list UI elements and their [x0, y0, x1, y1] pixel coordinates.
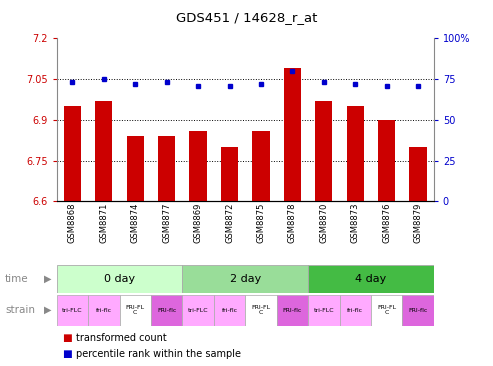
Bar	[378, 120, 395, 201]
Text: 4 day: 4 day	[355, 274, 387, 284]
Text: FRI-FL
C: FRI-FL C	[377, 305, 396, 315]
Text: FRI-FL
C: FRI-FL C	[251, 305, 271, 315]
Bar	[347, 106, 364, 201]
Text: 2 day: 2 day	[230, 274, 261, 284]
Bar	[252, 131, 270, 201]
Bar	[315, 101, 332, 201]
Bar	[88, 295, 119, 326]
Bar	[221, 147, 238, 201]
Text: GDS451 / 14628_r_at: GDS451 / 14628_r_at	[176, 11, 317, 24]
Bar	[284, 68, 301, 201]
Bar	[308, 295, 340, 326]
Bar	[64, 106, 81, 201]
Bar	[371, 295, 402, 326]
Bar	[57, 265, 182, 293]
Text: tri-FLC: tri-FLC	[62, 308, 83, 313]
Bar	[119, 295, 151, 326]
Bar	[340, 295, 371, 326]
Bar	[182, 295, 214, 326]
Bar	[245, 295, 277, 326]
Bar	[95, 101, 112, 201]
Text: ■: ■	[62, 333, 71, 343]
Bar	[189, 131, 207, 201]
Text: FRI-flc: FRI-flc	[157, 308, 176, 313]
Text: ▶: ▶	[44, 305, 52, 315]
Bar	[158, 136, 176, 201]
Text: transformed count: transformed count	[76, 333, 167, 343]
Text: fri-flc: fri-flc	[347, 308, 363, 313]
Bar	[182, 265, 308, 293]
Text: ▶: ▶	[44, 274, 52, 284]
Text: time: time	[5, 274, 29, 284]
Text: fri-flc: fri-flc	[221, 308, 238, 313]
Bar	[402, 295, 434, 326]
Text: strain: strain	[5, 305, 35, 315]
Bar	[57, 295, 88, 326]
Text: FRI-flc: FRI-flc	[282, 308, 302, 313]
Text: fri-flc: fri-flc	[96, 308, 112, 313]
Text: tri-FLC: tri-FLC	[314, 308, 334, 313]
Text: FRI-FL
C: FRI-FL C	[126, 305, 145, 315]
Text: FRI-flc: FRI-flc	[408, 308, 428, 313]
Bar	[308, 265, 434, 293]
Bar	[214, 295, 245, 326]
Bar	[410, 147, 427, 201]
Bar	[151, 295, 182, 326]
Text: percentile rank within the sample: percentile rank within the sample	[76, 349, 242, 359]
Bar	[277, 295, 308, 326]
Text: ■: ■	[62, 349, 71, 359]
Text: 0 day: 0 day	[104, 274, 135, 284]
Text: tri-FLC: tri-FLC	[188, 308, 209, 313]
Bar	[127, 136, 144, 201]
